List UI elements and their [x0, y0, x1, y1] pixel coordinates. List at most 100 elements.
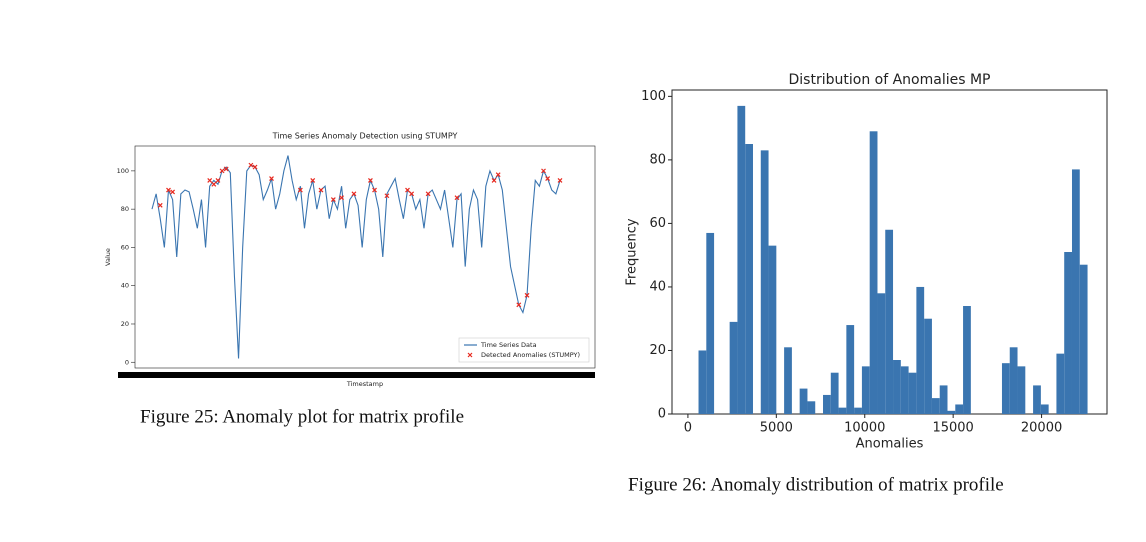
x-tick-label: 20000 [1021, 421, 1062, 436]
caption: Figure 26: Anomaly distribution of matri… [628, 474, 1004, 495]
bar [823, 394, 831, 414]
plot-frame [134, 145, 596, 369]
y-tick-label: 0 [125, 358, 129, 366]
x-tick-smear [118, 372, 595, 378]
bar [877, 293, 886, 414]
bar [893, 360, 901, 414]
bar [1001, 363, 1010, 414]
legend-box [458, 337, 590, 363]
bar [768, 245, 777, 414]
bar [1009, 347, 1018, 414]
bar [830, 372, 839, 414]
anomaly-marker [545, 176, 551, 181]
anomaly-marker [491, 178, 497, 183]
bar [900, 366, 909, 414]
legend-swatch [467, 352, 473, 358]
bar [760, 150, 769, 414]
anomaly-marker [409, 191, 415, 197]
bar [869, 131, 878, 414]
x-tick-label: 0 [684, 421, 692, 436]
y-axis-label: Frequency [625, 218, 640, 285]
y-tick-label: 100 [117, 167, 129, 175]
anomaly-marker [372, 187, 377, 193]
y-tick-label: 60 [121, 243, 129, 251]
anomaly-marker [351, 191, 357, 197]
bar [706, 232, 715, 414]
anomaly-marker [384, 193, 390, 199]
bar [1071, 169, 1080, 414]
anomaly-marker [454, 195, 460, 201]
legend-label: Detected Anomalies (STUMPY) [481, 351, 580, 359]
anomaly-marker [248, 162, 254, 168]
anomaly-marker [367, 178, 373, 183]
anomaly-marker [157, 202, 163, 208]
bar [1056, 353, 1065, 414]
anomaly-marker [516, 302, 522, 308]
bar [931, 398, 940, 414]
bar [1017, 366, 1026, 414]
anomaly-marker [207, 178, 213, 183]
bar [1064, 252, 1072, 414]
anomaly-marker [215, 178, 221, 183]
data-line [151, 155, 561, 359]
x-tick-label: 5000 [760, 421, 793, 436]
anomaly-marker [330, 197, 336, 203]
y-tick-label: 100 [641, 89, 666, 104]
bar [916, 286, 925, 414]
y-axis-label: Value [104, 248, 112, 266]
anomaly-marker [541, 168, 546, 174]
bar [924, 318, 932, 414]
y-tick-label: 20 [649, 343, 666, 358]
anomaly-marker [269, 176, 274, 181]
y-tick-label: 60 [649, 216, 666, 231]
bar [698, 350, 707, 414]
anomaly-marker [223, 166, 229, 172]
anomaly-marker [297, 187, 303, 193]
bar [861, 366, 870, 414]
anomaly-marker [252, 164, 258, 170]
y-tick-label: 40 [121, 282, 129, 290]
bar [854, 407, 862, 414]
y-tick-label: 80 [649, 152, 666, 167]
bar [908, 372, 917, 414]
bar [737, 105, 746, 414]
x-tick-label: 10000 [844, 421, 885, 436]
bar [939, 385, 948, 414]
y-tick-label: 0 [658, 407, 666, 422]
bar [807, 401, 816, 414]
bar [846, 325, 855, 414]
bar [729, 321, 738, 414]
anomaly-marker [211, 181, 217, 187]
anomaly-marker [524, 292, 530, 298]
bar [838, 407, 847, 414]
bar [799, 388, 808, 414]
anomaly-marker [310, 178, 316, 183]
anomaly-marker [219, 168, 225, 174]
legend-label: Time Series Data [480, 341, 537, 349]
caption: Figure 25: Anomaly plot for matrix profi… [140, 406, 464, 427]
anomaly-marker [557, 178, 563, 183]
bar [1040, 404, 1049, 414]
chart-title: Time Series Anomaly Detection using STUM… [272, 132, 458, 141]
anomaly-marker [425, 191, 431, 197]
bar [963, 306, 971, 414]
anomaly-marker [170, 189, 176, 195]
y-tick-label: 40 [649, 279, 666, 294]
anomaly-marker [318, 187, 324, 193]
anomaly-marker [339, 195, 345, 201]
bar [1033, 385, 1041, 414]
y-tick-label: 20 [121, 320, 129, 328]
x-axis-label: Timestamp [346, 380, 383, 388]
bar [745, 144, 753, 414]
bar [784, 347, 792, 414]
bar [885, 229, 894, 414]
bar [947, 410, 956, 414]
anomaly-marker [166, 187, 171, 193]
x-tick-label: 15000 [932, 421, 973, 436]
y-tick-label: 80 [121, 205, 129, 213]
x-axis-label: Anomalies [856, 437, 924, 452]
anomaly-marker [405, 187, 410, 193]
anomaly-marker [495, 172, 501, 178]
